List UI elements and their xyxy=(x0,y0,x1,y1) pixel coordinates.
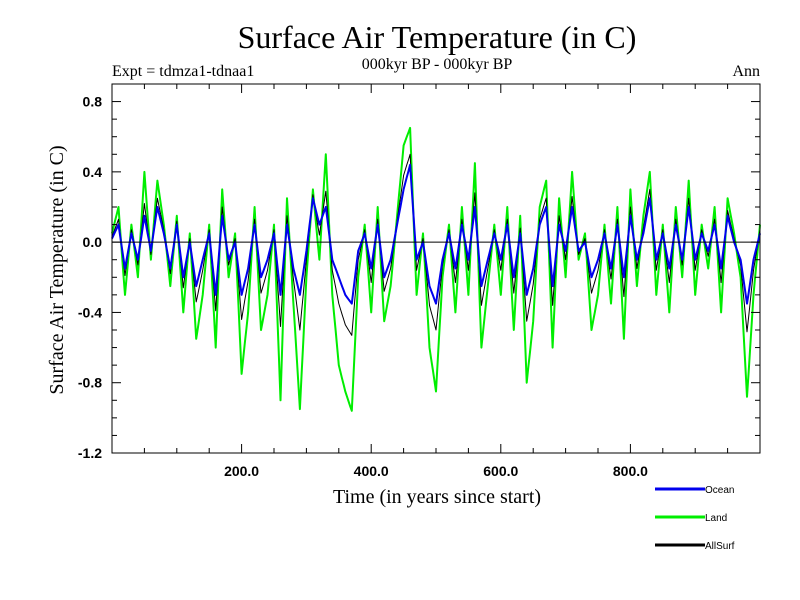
legend-label-ocean: Ocean xyxy=(705,485,734,496)
legend-label-land: Land xyxy=(705,513,727,524)
legend-label-allsurf: AllSurf xyxy=(705,541,735,552)
y-tick-label: 0.4 xyxy=(83,164,103,180)
x-tick-label: 400.0 xyxy=(354,463,389,479)
x-tick-label: 200.0 xyxy=(224,463,259,479)
experiment-label: Expt = tdmza1-tdnaa1 xyxy=(112,63,254,80)
plot-area xyxy=(111,83,761,454)
season-label: Ann xyxy=(732,63,760,80)
plot-frame xyxy=(111,83,761,454)
x-tick-label: 800.0 xyxy=(613,463,648,479)
y-tick-label: 0.8 xyxy=(83,94,103,110)
y-tick-label: -0.4 xyxy=(78,304,102,320)
y-tick-label: -1.2 xyxy=(78,445,102,461)
y-tick-label: -0.8 xyxy=(78,375,102,391)
legend: Ocean Land AllSurf xyxy=(655,485,735,552)
chart-subtitle: 000kyr BP - 000kyr BP xyxy=(362,56,513,73)
y-tick-label: 0.0 xyxy=(83,234,103,250)
x-tick-label: 600.0 xyxy=(483,463,518,479)
x-axis-label: Time (in years since start) xyxy=(333,486,541,508)
chart-title: Surface Air Temperature (in C) xyxy=(238,19,637,55)
y-axis-label: Surface Air Temperature (in C) xyxy=(46,145,68,394)
